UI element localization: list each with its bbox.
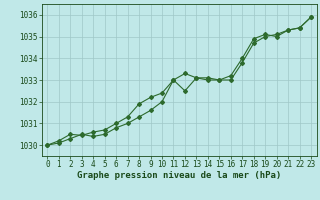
X-axis label: Graphe pression niveau de la mer (hPa): Graphe pression niveau de la mer (hPa) [77,171,281,180]
